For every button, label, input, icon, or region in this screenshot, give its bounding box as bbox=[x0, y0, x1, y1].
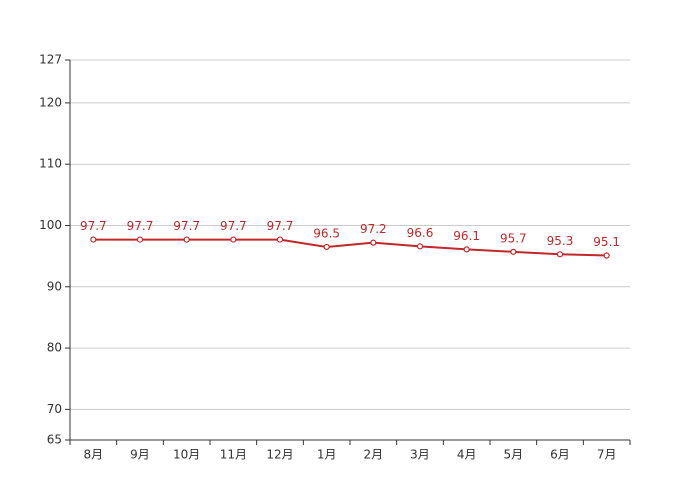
value-label: 96.5 bbox=[313, 226, 340, 240]
point bbox=[510, 248, 517, 255]
x-tick-label: 5月 bbox=[504, 448, 524, 462]
point bbox=[276, 236, 284, 243]
point bbox=[556, 251, 564, 258]
x-tick-label: 1月 bbox=[317, 448, 337, 462]
x-tick-label: 9月 bbox=[130, 448, 150, 462]
value-label: 95.1 bbox=[593, 235, 620, 249]
value-label: 97.7 bbox=[80, 219, 107, 233]
point bbox=[416, 243, 424, 250]
point bbox=[370, 239, 377, 246]
y-tick-label: 65 bbox=[47, 433, 62, 447]
value-label: 97.7 bbox=[220, 219, 247, 233]
x-tick-label: 10月 bbox=[173, 448, 200, 462]
point bbox=[323, 243, 330, 251]
y-tick-label: 127 bbox=[39, 53, 62, 67]
y-tick-label: 70 bbox=[47, 402, 62, 416]
value-label: 96.6 bbox=[407, 226, 434, 240]
y-tick-label: 80 bbox=[47, 341, 62, 355]
x-tick-label: 11月 bbox=[220, 448, 247, 462]
value-label: 96.1 bbox=[453, 229, 480, 243]
value-label: 97.7 bbox=[127, 219, 154, 233]
x-tick-label: 8月 bbox=[84, 448, 104, 462]
point bbox=[90, 236, 97, 243]
value-label: 97.7 bbox=[173, 219, 200, 233]
point bbox=[136, 236, 144, 243]
point bbox=[603, 252, 610, 259]
y-tick-label: 110 bbox=[39, 157, 62, 171]
point bbox=[183, 236, 190, 243]
x-tick-label: 12月 bbox=[266, 448, 293, 462]
y-tick-label: 100 bbox=[39, 218, 62, 232]
point bbox=[463, 246, 470, 253]
x-tick-label: 7月 bbox=[597, 448, 617, 462]
x-tick-label: 4月 bbox=[457, 448, 477, 462]
x-tick-label: 6月 bbox=[550, 448, 570, 462]
point bbox=[230, 236, 237, 243]
value-label: 95.3 bbox=[547, 234, 574, 248]
x-tick-label: 2月 bbox=[364, 448, 384, 462]
y-tick-label: 120 bbox=[39, 95, 62, 109]
series-line bbox=[93, 238, 607, 257]
value-label: 95.7 bbox=[500, 231, 527, 245]
value-label: 97.7 bbox=[267, 219, 294, 233]
x-tick-label: 3月 bbox=[410, 448, 430, 462]
y-tick-label: 90 bbox=[47, 279, 62, 293]
value-label: 97.2 bbox=[360, 222, 387, 236]
